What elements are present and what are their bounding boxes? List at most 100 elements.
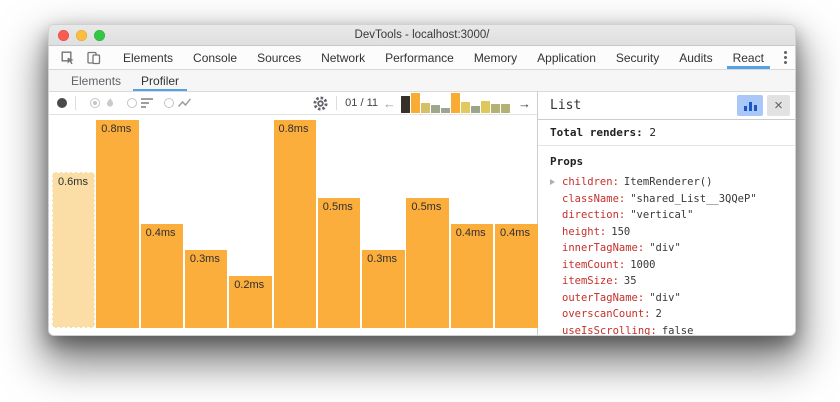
props-section: Props children: ItemRenderer() className: "…	[538, 146, 795, 335]
snapshot-thumb[interactable]	[461, 102, 470, 113]
profiler-toolbar: 01 / 11 ← →	[49, 92, 537, 115]
prop-row-outerTagName: outerTagName: "div"	[550, 290, 795, 307]
bar-duration-label: 0.3ms	[189, 253, 220, 265]
prop-row-height: height: 150	[550, 224, 795, 241]
interactions-mode-option[interactable]	[164, 98, 191, 108]
ranked-mode-option[interactable]	[127, 98, 153, 108]
bar-duration-label: 0.3ms	[367, 253, 398, 265]
details-panel-header: List ×	[538, 92, 795, 120]
devtools-tabbar: Elements Console Sources Network Performance…	[49, 46, 795, 70]
snapshot-thumb[interactable]	[441, 108, 450, 113]
prop-name: innerTagName:	[562, 242, 645, 255]
tab-elements[interactable]: Elements	[123, 50, 174, 65]
bar-duration-label: 0.6ms	[58, 176, 88, 188]
snapshot-thumb[interactable]	[451, 93, 460, 113]
bar-duration-label: 0.4ms	[145, 227, 176, 239]
settings-gear-icon[interactable]	[313, 95, 328, 111]
prop-name: direction:	[562, 209, 626, 222]
tab-memory[interactable]: Memory	[473, 50, 518, 65]
flamegraph-bar[interactable]: 0.5ms	[406, 198, 449, 328]
total-renders-label: Total renders:	[550, 126, 643, 139]
flamegraph-radio[interactable]	[90, 98, 100, 108]
interactions-radio[interactable]	[164, 98, 174, 108]
flamegraph-mode-option[interactable]	[90, 97, 116, 109]
devtools-window: DevTools - localhost:3000/ Elements Conso…	[48, 24, 796, 336]
flamegraph-bar[interactable]: 0.3ms	[184, 250, 228, 328]
prop-value: "shared_List__3QQeP"	[630, 192, 757, 205]
snapshot-thumb-selected[interactable]	[401, 96, 410, 113]
commit-flamegraph: 0.6ms 0.8ms 0.4ms 0.3ms 0.2ms 0.8ms 0.5ms 0.3ms…	[49, 115, 538, 335]
flamegraph-bar[interactable]: 0.4ms	[450, 224, 494, 328]
props-list: children: ItemRenderer() className: "shared…	[550, 174, 795, 335]
prop-row-overscanCount: overscanCount: 2	[550, 306, 795, 323]
selected-component-name: List	[550, 98, 582, 113]
subtab-elements[interactable]: Elements	[71, 73, 122, 88]
expand-arrow-icon[interactable]	[550, 179, 555, 186]
tab-react[interactable]: React	[723, 46, 774, 69]
prop-name: overscanCount:	[562, 308, 651, 321]
tab-audits[interactable]: Audits	[679, 50, 713, 65]
prop-value: 1000	[630, 258, 656, 271]
tab-application[interactable]: Application	[537, 50, 596, 65]
flamegraph-bar[interactable]: 0.2ms	[229, 276, 272, 328]
flamegraph-bar[interactable]: 0.3ms	[362, 250, 405, 328]
total-renders-row: Total renders: 2	[538, 120, 795, 146]
snapshot-thumb[interactable]	[421, 103, 430, 113]
flamegraph-bar[interactable]: 0.4ms	[140, 224, 184, 328]
component-details-panel: List × Total renders: 2 Props children: I…	[538, 92, 795, 335]
snapshot-thumb[interactable]	[481, 101, 490, 113]
react-subtab-bar: Elements Profiler	[49, 70, 795, 92]
prop-row-useIsScrolling: useIsScrolling: false	[550, 323, 795, 335]
window-title: DevTools - localhost:3000/	[354, 29, 490, 41]
prop-value: "vertical"	[630, 209, 694, 222]
device-toolbar-icon	[87, 51, 101, 64]
flamegraph-bar[interactable]: 0.8ms	[96, 120, 139, 328]
tab-console[interactable]: Console	[193, 50, 238, 65]
bar-chart-icon	[743, 106, 747, 111]
device-toolbar-button[interactable]	[81, 46, 107, 69]
tab-network[interactable]: Network	[321, 50, 366, 65]
snapshot-nav-cluster: 01 / 11 ← →	[313, 93, 531, 113]
flamegraph-bar[interactable]: 0.4ms	[495, 224, 538, 328]
render-chart-toggle-button[interactable]	[737, 95, 763, 116]
devtools-menu-button[interactable]	[774, 46, 795, 69]
tab-performance[interactable]: Performance	[385, 50, 454, 65]
inspect-element-button[interactable]	[55, 46, 81, 69]
subtab-profiler[interactable]: Profiler	[131, 70, 189, 91]
tab-sources[interactable]: Sources	[257, 50, 302, 65]
prev-snapshot-button[interactable]: ←	[383, 95, 396, 111]
zoom-window-button[interactable]	[94, 30, 105, 41]
prop-name: useIsScrolling:	[562, 324, 657, 335]
prop-row-className: className: "shared_List__3QQeP"	[550, 191, 795, 208]
snapshot-counter: 01 / 11	[345, 97, 378, 109]
ranked-radio[interactable]	[127, 98, 137, 108]
flamegraph-bar[interactable]: 0.8ms	[273, 120, 317, 328]
minimize-window-button[interactable]	[76, 30, 87, 41]
next-snapshot-button[interactable]: →	[518, 95, 531, 111]
prop-value: "div"	[649, 242, 681, 255]
prop-row-innerTagName: innerTagName: "div"	[550, 240, 795, 257]
close-window-button[interactable]	[58, 30, 69, 41]
snapshot-thumb[interactable]	[411, 93, 420, 113]
flamegraph-bar[interactable]: 0.5ms	[317, 198, 361, 328]
prop-name: className:	[562, 192, 626, 205]
bar-duration-label: 0.5ms	[322, 201, 353, 213]
prop-name: children:	[562, 176, 619, 189]
close-details-button[interactable]: ×	[767, 95, 790, 116]
bar-duration-label: 0.2ms	[234, 279, 265, 291]
prop-name: itemCount:	[562, 258, 626, 271]
flame-icon	[107, 97, 113, 107]
snapshot-thumb[interactable]	[471, 106, 480, 113]
sub-tab-list: Elements Profiler	[61, 70, 189, 91]
window-titlebar[interactable]: DevTools - localhost:3000/	[49, 25, 795, 46]
tab-security[interactable]: Security	[615, 50, 660, 65]
prop-value: "div"	[649, 291, 681, 304]
prop-row-children[interactable]: children: ItemRenderer()	[550, 174, 795, 191]
record-button[interactable]	[57, 98, 67, 108]
prop-name: outerTagName:	[562, 291, 645, 304]
snapshot-thumb[interactable]	[501, 104, 510, 113]
snapshot-thumb[interactable]	[431, 105, 440, 113]
flamegraph-bar[interactable]: 0.6ms	[52, 172, 95, 328]
snapshot-thumb[interactable]	[491, 104, 500, 113]
